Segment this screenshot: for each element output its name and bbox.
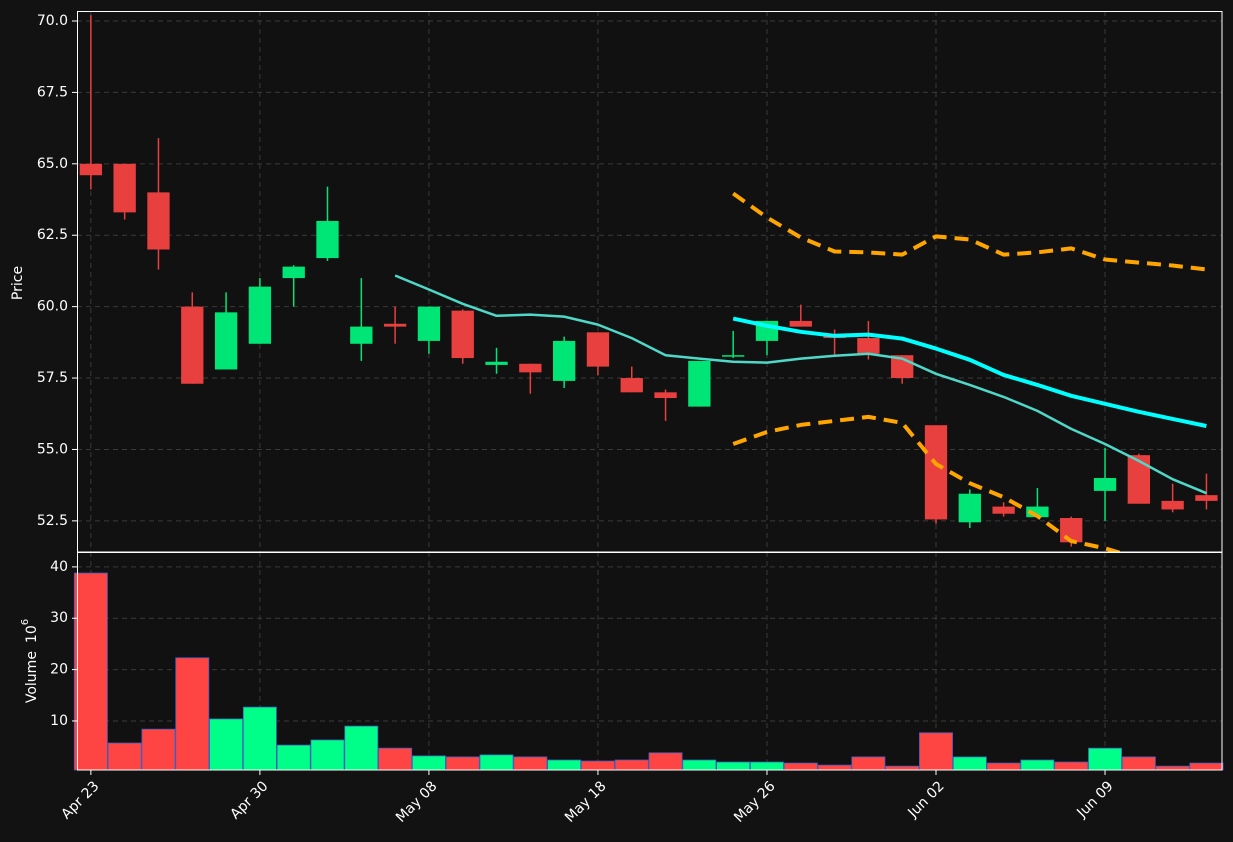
overlay-line <box>732 414 1125 552</box>
volume-bar <box>141 728 176 771</box>
candle-body <box>1093 478 1117 491</box>
volume-bar <box>1020 759 1055 771</box>
candle-body <box>586 332 610 367</box>
volume-bar <box>682 759 717 771</box>
price-y-tick-label: 62.5 <box>37 227 68 243</box>
x-tick-label: Jun 02 <box>904 778 947 821</box>
x-tick-label: Jun 09 <box>1073 778 1116 821</box>
x-tick-label: Apr 30 <box>227 778 271 822</box>
volume-axis-label: Volume 106 <box>20 619 40 703</box>
volume-panel <box>73 572 1224 771</box>
x-tick-label: Apr 23 <box>58 778 102 822</box>
price-panel <box>79 15 1218 552</box>
candle-body <box>519 363 542 373</box>
price-y-tick-label: 57.5 <box>37 370 68 386</box>
candle-body <box>552 340 576 381</box>
x-tick-label: May 08 <box>393 778 441 826</box>
price-axis-label: Price <box>10 266 26 300</box>
volume-label: Volume <box>24 651 40 703</box>
volume-y-tick-label: 10 <box>50 713 68 729</box>
volume-bar <box>885 765 920 771</box>
overlay-line <box>732 316 1207 428</box>
candle-body <box>214 312 238 370</box>
candle-body <box>113 163 136 213</box>
price-y-tick-label: 65.0 <box>37 156 68 172</box>
volume-bar <box>952 756 987 771</box>
volume-bar <box>648 752 683 771</box>
candle-body <box>282 266 305 279</box>
x-tick-label: May 26 <box>731 778 779 826</box>
candle-body <box>958 493 981 523</box>
candle-body <box>857 338 880 354</box>
x-tick-label: May 18 <box>562 778 610 826</box>
price-y-tick-label: 52.5 <box>37 513 68 529</box>
volume-bar <box>310 739 345 771</box>
candle-body <box>1026 506 1049 518</box>
volume-bar <box>1054 761 1089 771</box>
volume-bar <box>580 760 615 771</box>
volume-bar <box>851 756 886 771</box>
candle-body <box>248 286 272 344</box>
volume-bar <box>107 742 142 771</box>
price-y-tick-label: 55.0 <box>37 441 68 457</box>
volume-y-tick-label: 30 <box>50 610 68 626</box>
candle-body <box>722 355 745 357</box>
candle-body <box>485 361 508 365</box>
volume-y-tick-label: 20 <box>50 662 68 678</box>
volume-y-tick-label: 40 <box>50 559 68 575</box>
volume-bar <box>175 657 210 771</box>
volume-bar <box>750 761 784 771</box>
volume-bar <box>344 725 379 771</box>
candle-body <box>924 425 948 520</box>
price-y-tick-label: 67.5 <box>37 84 68 100</box>
candle-body <box>1161 500 1184 510</box>
volume-bar <box>547 759 582 771</box>
volume-bar <box>1088 747 1122 771</box>
volume-bar <box>783 762 818 771</box>
candle-body <box>181 306 204 384</box>
candle-body <box>451 310 474 359</box>
volume-bar <box>1121 756 1156 771</box>
candle-body <box>992 506 1015 514</box>
overlay-line <box>394 274 1207 495</box>
volume-bar <box>614 759 649 771</box>
volume-bar <box>817 764 852 771</box>
price-y-tick-label: 70.0 <box>37 13 68 29</box>
volume-bar <box>411 755 446 771</box>
candle-body <box>147 192 170 250</box>
volume-frame <box>77 552 1223 771</box>
volume-bar <box>73 572 108 771</box>
candle-body <box>1127 455 1150 504</box>
volume-bar <box>276 744 311 771</box>
price-y-tick-label: 60.0 <box>37 299 68 315</box>
volume-bar <box>1189 762 1224 771</box>
candle-body <box>316 220 339 259</box>
candle-body <box>79 163 103 176</box>
volume-bar <box>919 732 953 771</box>
candle-body <box>350 326 373 344</box>
volume-exponent-base: 10 <box>24 625 40 643</box>
plot-background <box>77 11 1222 770</box>
overlay-line <box>732 191 1207 272</box>
volume-bar <box>242 706 277 771</box>
candle-body <box>654 392 677 399</box>
volume-bar <box>445 756 480 771</box>
volume-bar <box>479 754 514 771</box>
candle-body <box>789 320 812 327</box>
volume-exponent-power: 6 <box>20 619 31 625</box>
candle-body <box>383 323 407 327</box>
volume-bar <box>513 756 548 771</box>
volume-bar <box>716 761 751 771</box>
volume-bar <box>209 718 244 771</box>
candle-body <box>1195 495 1218 501</box>
candle-body <box>417 306 441 341</box>
volume-bar <box>1155 765 1190 771</box>
candle-body <box>620 378 643 393</box>
volume-bar <box>378 747 413 771</box>
candle-body <box>688 360 711 407</box>
volume-bar <box>986 762 1021 771</box>
